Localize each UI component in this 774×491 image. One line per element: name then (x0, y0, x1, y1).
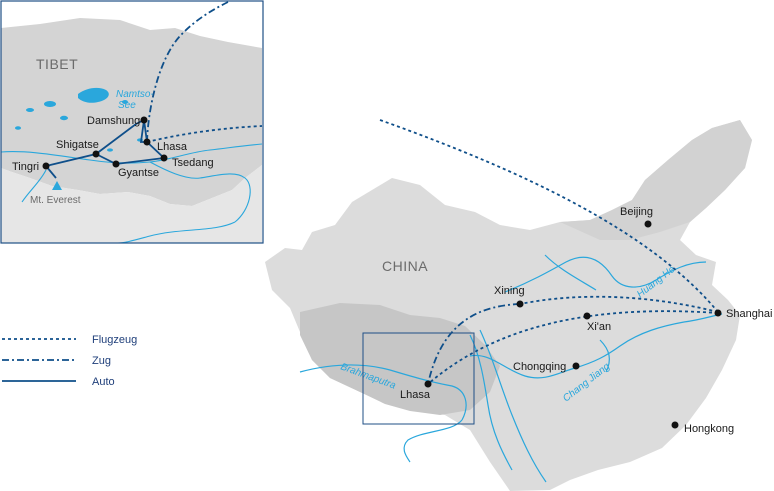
inset-dot-tingri (42, 162, 50, 170)
inset-train-route (146, 1, 229, 143)
lake-small-4 (122, 100, 128, 104)
lake-label-namtso-line2: See (118, 100, 136, 111)
city-labels-main: Beijing Xining Shanghai Xi'an Chongqing … (400, 206, 773, 435)
city-label-hongkong: Hongkong (684, 423, 734, 435)
minor-river-1 (544, 254, 597, 291)
inset-locator-frame (362, 332, 475, 425)
inset-lakes (15, 87, 143, 152)
inset-label-shigatse: Shigatse (56, 139, 99, 151)
city-dot-chongqing (572, 362, 580, 370)
inset-label-gyantse: Gyantse (118, 167, 159, 179)
inset-flight-route (146, 125, 263, 143)
inset-city-dots (42, 116, 168, 170)
brahmaputra-river (299, 364, 467, 421)
inset-label-tsedang: Tsedang (172, 157, 214, 169)
lake-small-6 (107, 148, 113, 152)
inset-land-south (1, 165, 262, 243)
flight-route-shanghai-lhasa (427, 310, 719, 385)
inset-river-branch-2 (117, 221, 236, 244)
train-route-xining-lhasa (427, 303, 521, 385)
city-label-chongqing: Chongqing (513, 361, 566, 373)
city-dot-beijing (644, 220, 652, 228)
lake-small-2 (26, 108, 34, 112)
salween-river (479, 329, 547, 483)
country-label-china: CHINA (382, 258, 428, 274)
rivers-main (299, 254, 723, 483)
tibet-plateau (300, 303, 500, 415)
inset-frame (0, 0, 264, 244)
city-dot-lhasa (424, 380, 432, 388)
lake-small-5 (15, 126, 21, 130)
legend: Flugzeug Zug Auto (2, 334, 137, 388)
inset-label-tingri: Tingri (12, 161, 39, 173)
chang-jiang-river (469, 313, 723, 379)
legend-label-zug: Zug (92, 355, 111, 367)
mt-everest-triangle-icon (52, 181, 62, 190)
city-label-xining: Xining (494, 285, 525, 297)
lake-label-namtso-line1: Namtso- (116, 89, 154, 100)
inset-land (1, 18, 262, 206)
inset-dot-lhasa (143, 138, 151, 146)
legend-label-flugzeug: Flugzeug (92, 334, 137, 346)
inset-label-mt-everest: Mt. Everest (30, 195, 81, 206)
inset-river-branch-1 (149, 161, 251, 223)
flight-route-shanghai-xining (519, 295, 719, 313)
flight-route-europe-shanghai (379, 119, 719, 313)
city-dot-xian (583, 312, 591, 320)
brahmaputra-lower (403, 419, 463, 463)
city-dot-xining (516, 300, 524, 308)
inset-river-yarlung (0, 143, 263, 164)
routes-main (379, 119, 719, 385)
inset-dot-tsedang (160, 154, 168, 162)
city-label-beijing: Beijing (620, 206, 653, 218)
lake-small-3 (60, 115, 68, 121)
city-dot-hongkong (671, 421, 679, 429)
inner-mongolia-region (560, 120, 752, 240)
inset-river-branch-3 (21, 169, 47, 203)
city-label-lhasa: Lhasa (400, 389, 431, 401)
city-label-shanghai: Shanghai (726, 308, 773, 320)
inset-city-labels: Damshung Lhasa Shigatse Tsedang Tingri G… (12, 115, 214, 206)
inset-map-tibet: TIBET Namtso- See Damshung Lhasa Shigats… (0, 0, 264, 244)
inset-label-lhasa: Lhasa (157, 141, 188, 153)
namtso-lake (78, 87, 109, 103)
minor-river-2 (599, 339, 610, 373)
region-label-tibet: TIBET (36, 56, 78, 72)
huang-he-river (504, 256, 707, 293)
inset-dot-shigatse (92, 150, 100, 158)
mekong-river (469, 334, 513, 471)
inset-dot-gyantse (112, 160, 120, 168)
lake-small-1 (44, 101, 56, 107)
inset-label-damshung: Damshung (87, 115, 140, 127)
legend-label-auto: Auto (92, 376, 115, 388)
city-label-xian: Xi'an (587, 321, 611, 333)
inset-dot-damshung (140, 116, 148, 124)
inset-rivers (0, 143, 263, 244)
cities-main (424, 220, 722, 429)
city-dot-shanghai (714, 309, 722, 317)
